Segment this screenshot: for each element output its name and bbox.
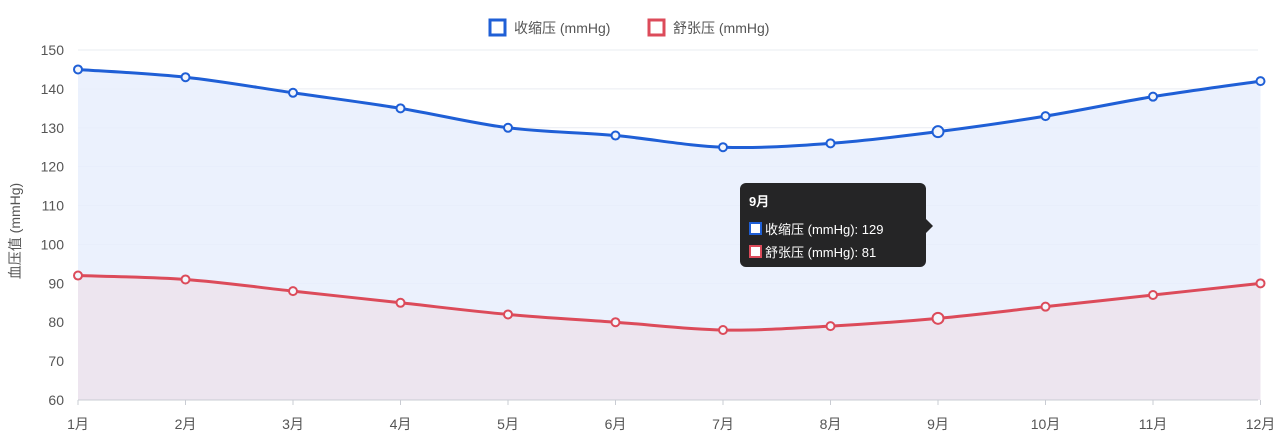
y-tick-label-90: 90 <box>48 275 64 291</box>
data-point-series-0-6 <box>718 142 728 153</box>
tooltip-swatch-diastolic <box>749 245 762 258</box>
data-point-series-0-4 <box>503 122 513 133</box>
data-point-series-1-4 <box>503 309 513 320</box>
legend-label-1: 舒张压 (mmHg) <box>673 20 769 36</box>
x-tick-label-9: 10月 <box>1031 416 1061 432</box>
data-point-series-0-1 <box>180 72 191 83</box>
data-point-series-0-8 <box>931 125 945 139</box>
data-point-series-0-0 <box>73 64 83 75</box>
tooltip-title: 9月 <box>749 194 770 209</box>
data-point-series-1-2 <box>288 286 298 297</box>
x-tick-label-8: 9月 <box>927 416 949 432</box>
tooltip-swatch-systolic <box>749 222 762 235</box>
y-tick-label-120: 120 <box>41 159 65 175</box>
y-tick-label-80: 80 <box>48 314 64 330</box>
data-point-series-0-10 <box>1148 91 1158 102</box>
legend-swatch-0 <box>488 18 507 37</box>
y-tick-label-60: 60 <box>48 392 64 408</box>
tooltip-text-diastolic: 舒张压 (mmHg): 81 <box>765 245 877 260</box>
y-tick-label-130: 130 <box>41 120 65 136</box>
x-tick-label-7: 8月 <box>820 416 842 432</box>
data-point-series-0-5 <box>610 130 621 141</box>
x-tick-label-5: 6月 <box>605 416 627 432</box>
area-fill-series-1 <box>78 275 1261 400</box>
data-point-series-1-5 <box>610 317 621 328</box>
series-line-0 <box>77 67 1261 150</box>
data-point-series-0-2 <box>288 87 298 98</box>
y-tick-label-140: 140 <box>41 81 65 97</box>
x-tick-label-10: 11月 <box>1139 416 1168 432</box>
y-tick-label-100: 100 <box>41 236 65 252</box>
x-tick-label-4: 5月 <box>497 416 519 432</box>
y-tick-label-110: 110 <box>42 198 65 214</box>
data-point-series-0-3 <box>395 103 406 114</box>
x-tick-label-0: 1月 <box>67 416 89 432</box>
legend-swatch-1 <box>647 18 666 37</box>
y-axis-title: 血压值 (mmHg) <box>7 183 23 279</box>
data-point-series-1-8 <box>931 311 945 325</box>
tooltip-text-systolic: 收缩压 (mmHg): 129 <box>765 222 884 237</box>
data-point-series-1-11 <box>1255 278 1266 289</box>
tooltip-row-systolic: 收缩压 (mmHg): 129 <box>749 219 917 238</box>
series-line-1 <box>77 274 1261 332</box>
x-tick-label-2: 3月 <box>282 416 304 432</box>
data-point-series-1-1 <box>180 274 191 285</box>
data-point-series-0-11 <box>1255 76 1266 87</box>
data-point-series-1-7 <box>825 321 836 332</box>
x-tick-label-11: 12月 <box>1246 416 1276 432</box>
data-point-series-0-9 <box>1040 111 1051 122</box>
tooltip-row-diastolic: 舒张压 (mmHg): 81 <box>749 242 917 261</box>
data-point-series-1-3 <box>395 297 406 308</box>
data-point-series-1-6 <box>718 325 728 335</box>
data-point-series-1-0 <box>73 270 83 281</box>
legend-label-0: 收缩压 (mmHg) <box>514 20 610 36</box>
y-tick-label-70: 70 <box>48 353 64 369</box>
data-point-series-1-9 <box>1040 301 1051 312</box>
x-tick-label-3: 4月 <box>390 416 412 432</box>
data-point-series-0-7 <box>825 138 836 149</box>
tooltip: 9月 收缩压 (mmHg): 129 舒张压 (mmHg): 81 <box>740 183 933 267</box>
x-tick-label-1: 2月 <box>175 416 197 432</box>
y-tick-label-150: 150 <box>41 42 65 58</box>
x-tick-label-6: 7月 <box>712 416 734 432</box>
data-point-series-1-10 <box>1148 290 1158 300</box>
